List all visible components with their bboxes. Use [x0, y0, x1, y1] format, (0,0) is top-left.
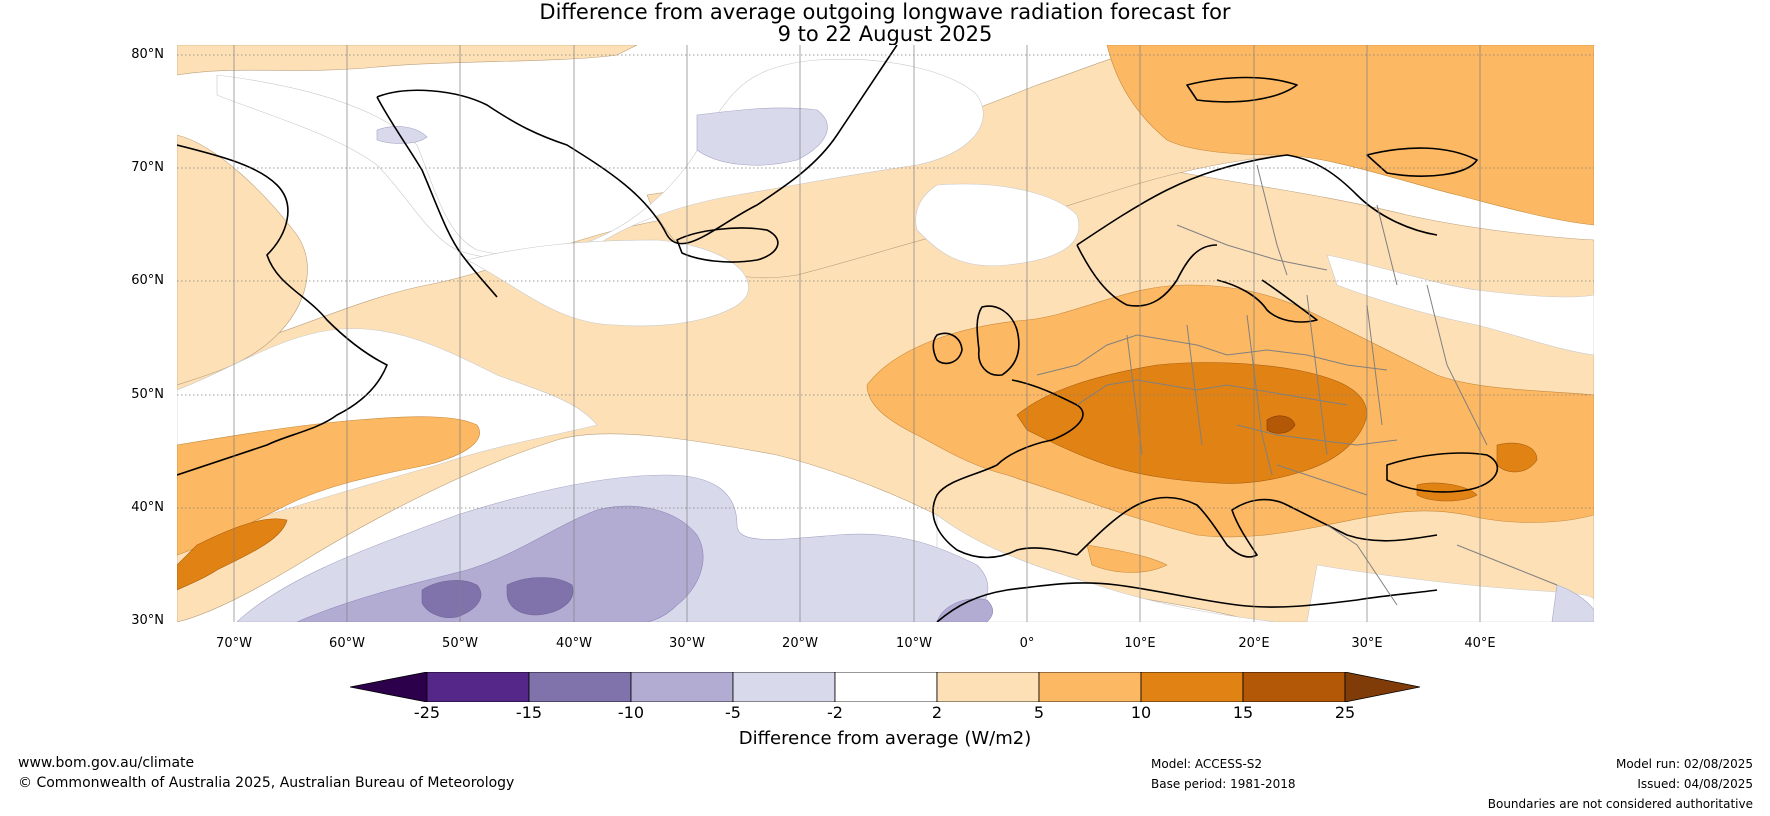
greenland-coastline — [376, 45, 898, 245]
iceland-coastline — [676, 227, 779, 263]
map-subtitle-dates: 9 to 22 August 2025 — [777, 22, 993, 46]
border-line — [1376, 204, 1398, 286]
map-title: Difference from average outgoing longwav… — [539, 0, 1231, 24]
copyright-text: © Commonwealth of Australia 2025, Austra… — [18, 775, 515, 791]
greenland-west-coastline — [376, 96, 498, 298]
ireland-coastline — [932, 332, 963, 365]
lon-label-0: 0° — [1019, 636, 1035, 651]
colorbar-tick: 25 — [1334, 703, 1356, 722]
colorbar-bin-15-25 — [1242, 671, 1346, 703]
disclaimer-text: Boundaries are not considered authoritat… — [1487, 797, 1753, 811]
lat-label-50n: 50°N — [131, 387, 164, 402]
issued-date: Issued: 04/08/2025 — [1637, 777, 1753, 791]
anomaly-15-to-25 — [1266, 415, 1296, 434]
anomaly-minus-10-to-minus-15 — [421, 577, 574, 618]
border-line — [1426, 284, 1488, 446]
lat-label-70n: 70°N — [131, 160, 164, 175]
colorbar-bin-minus25-minus15 — [426, 671, 530, 703]
baltic-coastline — [1216, 279, 1318, 323]
border-line — [1306, 294, 1328, 456]
lon-label-30w: 30°W — [669, 636, 705, 651]
lat-label-80n: 80°N — [131, 47, 164, 62]
colorbar-extend-high — [1344, 671, 1421, 703]
mediterranean-north-coastline — [1076, 496, 1438, 558]
anomaly-10-to-15 — [177, 362, 1538, 591]
colorbar-tick: -2 — [827, 703, 843, 722]
website-link[interactable]: www.bom.gov.au/climate — [18, 755, 195, 771]
border-line — [1186, 324, 1203, 446]
lat-label-60n: 60°N — [131, 273, 164, 288]
great-britain-coastline — [976, 305, 1020, 376]
anomaly-map — [177, 45, 1594, 622]
lat-label-40n: 40°N — [131, 500, 164, 515]
border-line — [1276, 464, 1368, 496]
colorbar-tick: -25 — [413, 703, 441, 722]
lon-label-10e: 10°E — [1124, 636, 1156, 651]
base-period: Base period: 1981-2018 — [1151, 777, 1296, 791]
lon-label-70w: 70°W — [216, 636, 252, 651]
colorbar-tick: -15 — [515, 703, 543, 722]
lon-label-30e: 30°E — [1351, 636, 1383, 651]
border-line — [1256, 164, 1288, 276]
border-line — [1036, 334, 1388, 376]
colorbar-tick: 15 — [1232, 703, 1254, 722]
lon-label-60w: 60°W — [329, 636, 365, 651]
scandinavia-coastline — [1076, 154, 1438, 246]
border-line — [1176, 224, 1328, 271]
colorbar — [349, 671, 1421, 706]
colorbar-svg — [349, 671, 1421, 703]
anomaly-map-svg — [177, 45, 1594, 622]
anomaly-minus-5-to-minus-10 — [296, 505, 994, 622]
lon-label-20e: 20°E — [1238, 636, 1270, 651]
colorbar-tick: 5 — [1033, 703, 1045, 722]
north-africa-coastline — [936, 582, 1438, 622]
border-line — [1456, 544, 1558, 586]
colorbar-bin-10-15 — [1140, 671, 1244, 703]
svalbard-coastline — [1186, 76, 1298, 103]
gridlines — [177, 45, 1594, 622]
lon-label-50w: 50°W — [442, 636, 478, 651]
lat-label-30n: 30°N — [131, 613, 164, 628]
colorbar-tick: -5 — [725, 703, 741, 722]
colorbar-bin-5-10 — [1038, 671, 1142, 703]
colorbar-tick: -10 — [617, 703, 645, 722]
model-run-date: Model run: 02/08/2025 — [1615, 757, 1753, 771]
black-sea-coastline — [1386, 452, 1499, 493]
colorbar-bin-minus10-minus5 — [630, 671, 734, 703]
novaya-zemlya-coastline — [1366, 147, 1478, 177]
colorbar-bin-minus5-minus2 — [732, 671, 836, 703]
colorbar-title: Difference from average (W/m2) — [738, 728, 1032, 749]
border-line — [1236, 424, 1398, 446]
colorbar-bin-2-5 — [936, 671, 1040, 703]
colorbar-tick: 10 — [1130, 703, 1152, 722]
lon-label-40e: 40°E — [1464, 636, 1496, 651]
colorbar-bin-minus15-minus10 — [528, 671, 632, 703]
border-line — [1076, 379, 1348, 406]
lon-label-20w: 20°W — [782, 636, 818, 651]
border-line — [1366, 304, 1383, 426]
lon-label-10w: 10°W — [896, 636, 932, 651]
lon-label-40w: 40°W — [556, 636, 592, 651]
model-name: Model: ACCESS-S2 — [1151, 757, 1263, 771]
colorbar-extend-low — [349, 671, 428, 703]
norway-south-coastline — [1076, 244, 1218, 307]
country-borders — [1036, 164, 1558, 606]
western-europe-coastline — [932, 379, 1084, 559]
colorbar-tick: 2 — [931, 703, 943, 722]
colorbar-bin-minus2-2 — [834, 671, 938, 703]
